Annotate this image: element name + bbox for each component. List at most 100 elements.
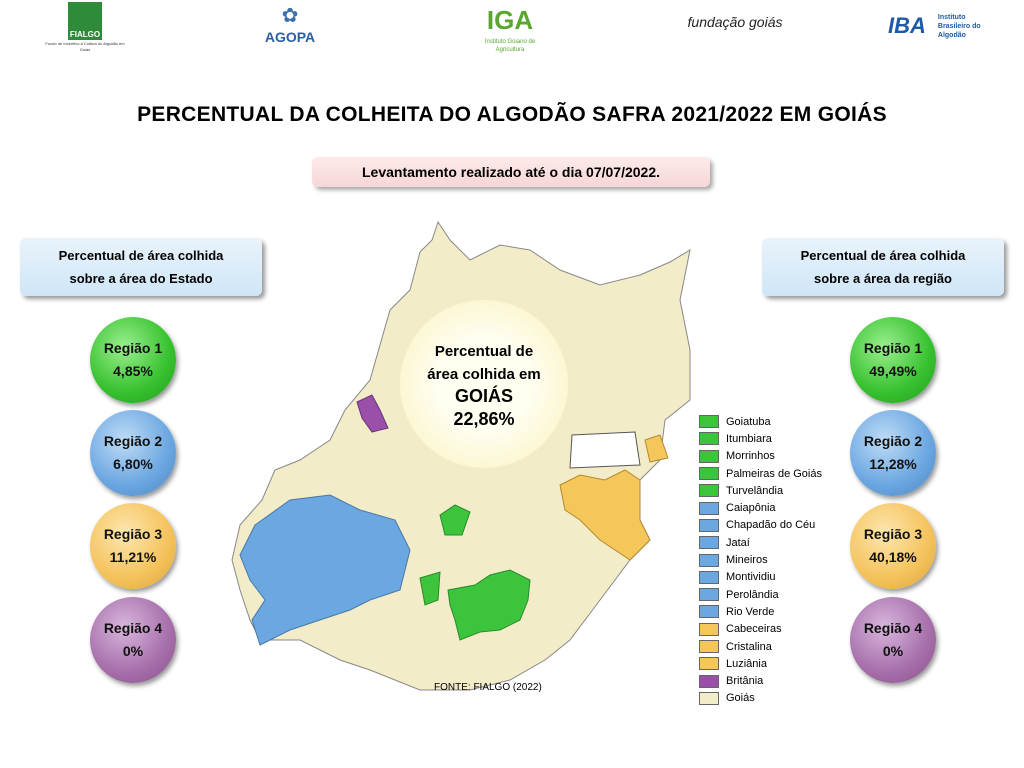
legend-item: Britânia [699, 672, 822, 689]
legend-item: Luziânia [699, 655, 822, 672]
legend-swatch [699, 622, 719, 636]
map-region-2 [239, 494, 411, 646]
left-region-4: Região 4 0% [90, 597, 176, 683]
fialgo-logo: FIALGO Fundo de Incentivo à Cultura do A… [45, 2, 125, 53]
region-name: Região 4 [863, 620, 923, 636]
legend-swatch [699, 588, 719, 602]
legend-label: Cristalina [726, 640, 772, 653]
iba-text: IBA [888, 13, 926, 38]
iga-text: IGA [486, 5, 534, 35]
legend-swatch [699, 657, 719, 671]
map-white-area [569, 431, 641, 469]
legend-swatch [699, 415, 719, 429]
region-name: Região 3 [103, 526, 163, 542]
legend-item: Chapadão do Céu [699, 517, 822, 534]
legend-item: Mineiros [699, 551, 822, 568]
legend-label: Chapadão do Céu [726, 519, 816, 532]
legend-swatch [699, 570, 719, 584]
legend-label: Montividiu [726, 571, 776, 584]
center-state: GOIÁS [454, 386, 513, 406]
legend-item: Perolândia [699, 586, 822, 603]
agopa-text: AGOPA [264, 29, 316, 45]
left-header-line2: sobre a área do Estado [69, 271, 213, 286]
legend-item: Cristalina [699, 638, 822, 655]
legend-label: Turvelândia [726, 484, 784, 497]
legend-swatch [699, 605, 719, 619]
legend-label: Cabeceiras [726, 623, 782, 636]
legend-label: Palmeiras de Goiás [726, 467, 822, 480]
legend-swatch [699, 467, 719, 481]
legend-item: Palmeiras de Goiás [699, 465, 822, 482]
legend-swatch [699, 674, 719, 688]
left-region-3: Região 3 11,21% [90, 503, 176, 589]
legend-item: Rio Verde [699, 603, 822, 620]
iga-subtitle: Instituto Goiano de Agricultura [484, 39, 536, 53]
legend-label: Mineiros [726, 554, 768, 567]
legend-swatch [699, 553, 719, 567]
right-region-4: Região 4 0% [850, 597, 936, 683]
legend-label: Britânia [726, 675, 764, 688]
region-value: 11,21% [109, 549, 157, 565]
left-header: Percentual de área colhida sobre a área … [20, 238, 262, 296]
region-value: 6,80% [113, 456, 153, 472]
legend-swatch [699, 501, 719, 515]
left-region-1: Região 1 4,85% [90, 317, 176, 403]
source-note: FONTE: FIALGO (2022) [434, 682, 542, 693]
map-region-4 [356, 394, 389, 433]
right-header: Percentual de área colhida sobre a área … [762, 238, 1004, 296]
legend-item: Montividiu [699, 569, 822, 586]
legend-swatch [699, 449, 719, 463]
legend-item: Turvelândia [699, 482, 822, 499]
left-region-2: Região 2 6,80% [90, 410, 176, 496]
legend-label: Goiás [726, 692, 755, 705]
center-value: 22,86% [453, 409, 515, 429]
fialgo-logo-text: FIALGO [68, 2, 102, 40]
state-total-circle: Percentual de área colhida em GOIÁS 22,8… [400, 300, 568, 468]
region-value: 4,85% [113, 363, 153, 379]
legend-label: Morrinhos [726, 450, 775, 463]
region-name: Região 1 [103, 340, 163, 356]
iba-logo: IBA Instituto Brasileiro do Algodão [888, 12, 1008, 40]
legend-item: Caiapônia [699, 499, 822, 516]
region-value: 0% [882, 643, 904, 659]
legend-swatch [699, 518, 719, 532]
legend-label: Rio Verde [726, 605, 775, 618]
region-name: Região 3 [863, 526, 923, 542]
map-region-3-b [644, 434, 669, 463]
center-line2: área colhida em [427, 366, 541, 383]
page-title: PERCENTUAL DA COLHEITA DO ALGODÃO SAFRA … [137, 103, 887, 126]
cotton-icon: ✿ [281, 5, 299, 27]
iba-subtitle: Instituto Brasileiro do Algodão [937, 13, 981, 39]
legend-label: Luziânia [726, 657, 767, 670]
fialgo-subtitle: Fundo de Incentivo à Cultura do Algodão … [45, 41, 125, 52]
region-value: 40,18% [869, 549, 917, 565]
region-name: Região 1 [863, 340, 923, 356]
legend-swatch [699, 536, 719, 550]
agopa-logo: ✿ AGOPA [255, 4, 325, 46]
right-region-3: Região 3 40,18% [850, 503, 936, 589]
legend-item: Itumbiara [699, 430, 822, 447]
legend-item: Goiás [699, 690, 822, 707]
legend-swatch [699, 640, 719, 653]
region-name: Região 4 [103, 620, 163, 636]
map-region-3 [559, 469, 651, 561]
fundacao-goias-logo: fundação goiás [687, 14, 783, 30]
legend-label: Itumbiara [726, 432, 772, 445]
legend-item: Cabeceiras [699, 621, 822, 638]
right-header-line2: sobre a área da região [813, 271, 952, 286]
right-region-1: Região 1 49,49% [850, 317, 936, 403]
legend-item: Goiatuba [699, 413, 822, 430]
region-name: Região 2 [863, 433, 923, 449]
map-legend: Goiatuba Itumbiara Morrinhos Palmeiras de G… [699, 413, 822, 707]
legend-swatch [699, 691, 719, 705]
region-value: 12,28% [869, 456, 917, 472]
legend-swatch [699, 432, 719, 446]
legend-label: Perolândia [726, 588, 779, 601]
map-region-1-b [419, 571, 441, 606]
right-header-line1: Percentual de área colhida [800, 248, 966, 263]
legend-label: Caiapônia [726, 502, 776, 515]
center-line1: Percentual de [434, 343, 534, 360]
survey-date-banner: Levantamento realizado até o dia 07/07/2… [312, 157, 710, 187]
legend-label: Goiatuba [726, 415, 771, 428]
